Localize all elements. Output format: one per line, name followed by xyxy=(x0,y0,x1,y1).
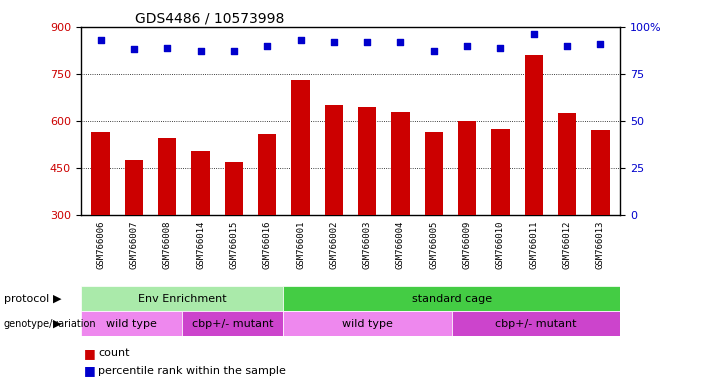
Bar xyxy=(158,138,177,309)
Bar xyxy=(451,311,620,336)
Text: cbp+/- mutant: cbp+/- mutant xyxy=(496,318,577,329)
Point xyxy=(362,39,373,45)
Point xyxy=(95,37,107,43)
Text: cbp+/- mutant: cbp+/- mutant xyxy=(191,318,273,329)
Point xyxy=(562,43,573,49)
Bar xyxy=(283,286,620,311)
Text: standard cage: standard cage xyxy=(411,293,492,304)
Bar xyxy=(258,134,276,309)
Text: GSM766004: GSM766004 xyxy=(396,221,405,269)
Point xyxy=(261,43,273,49)
Bar xyxy=(558,113,576,309)
Point xyxy=(495,45,506,51)
Point xyxy=(328,39,339,45)
Bar xyxy=(458,121,476,309)
Text: GSM766012: GSM766012 xyxy=(563,221,571,269)
Bar xyxy=(591,131,610,309)
Text: GSM766007: GSM766007 xyxy=(130,221,138,269)
Bar xyxy=(91,132,110,309)
Point xyxy=(195,48,206,55)
Text: wild type: wild type xyxy=(342,318,393,329)
Text: GDS4486 / 10573998: GDS4486 / 10573998 xyxy=(135,12,284,26)
Point xyxy=(128,46,139,53)
Text: GSM766003: GSM766003 xyxy=(362,221,372,269)
Text: percentile rank within the sample: percentile rank within the sample xyxy=(98,366,286,376)
Text: GSM766010: GSM766010 xyxy=(496,221,505,269)
Bar xyxy=(182,311,283,336)
Point xyxy=(594,41,606,47)
Bar xyxy=(292,80,310,309)
Bar xyxy=(81,311,182,336)
Point xyxy=(162,45,173,51)
Point xyxy=(428,48,440,55)
Text: GSM766006: GSM766006 xyxy=(96,221,105,269)
Text: count: count xyxy=(98,348,130,358)
Text: GSM766014: GSM766014 xyxy=(196,221,205,269)
Text: GSM766013: GSM766013 xyxy=(596,221,605,269)
Text: Env Enrichment: Env Enrichment xyxy=(137,293,226,304)
Text: ▶: ▶ xyxy=(53,293,62,304)
Text: ▶: ▶ xyxy=(53,318,62,329)
Bar xyxy=(125,160,143,309)
Point xyxy=(295,37,306,43)
Text: ■: ■ xyxy=(84,364,96,377)
Bar xyxy=(391,112,409,309)
Text: GSM766002: GSM766002 xyxy=(329,221,339,269)
Text: GSM766009: GSM766009 xyxy=(463,221,472,269)
Text: GSM766015: GSM766015 xyxy=(229,221,238,269)
Bar xyxy=(425,132,443,309)
Text: protocol: protocol xyxy=(4,293,49,304)
Text: GSM766008: GSM766008 xyxy=(163,221,172,269)
Bar xyxy=(81,286,283,311)
Text: GSM766011: GSM766011 xyxy=(529,221,538,269)
Text: GSM766016: GSM766016 xyxy=(263,221,272,269)
Bar xyxy=(491,129,510,309)
Bar xyxy=(325,105,343,309)
Text: genotype/variation: genotype/variation xyxy=(4,318,96,329)
Bar xyxy=(225,162,243,309)
Bar xyxy=(358,108,376,309)
Text: GSM766001: GSM766001 xyxy=(296,221,305,269)
Text: GSM766005: GSM766005 xyxy=(429,221,438,269)
Text: wild type: wild type xyxy=(106,318,156,329)
Point xyxy=(229,48,240,55)
Bar xyxy=(524,55,543,309)
Point xyxy=(395,39,406,45)
Point xyxy=(528,31,539,38)
Bar xyxy=(283,311,451,336)
Bar xyxy=(191,151,210,309)
Point xyxy=(461,43,472,49)
Text: ■: ■ xyxy=(84,347,96,360)
